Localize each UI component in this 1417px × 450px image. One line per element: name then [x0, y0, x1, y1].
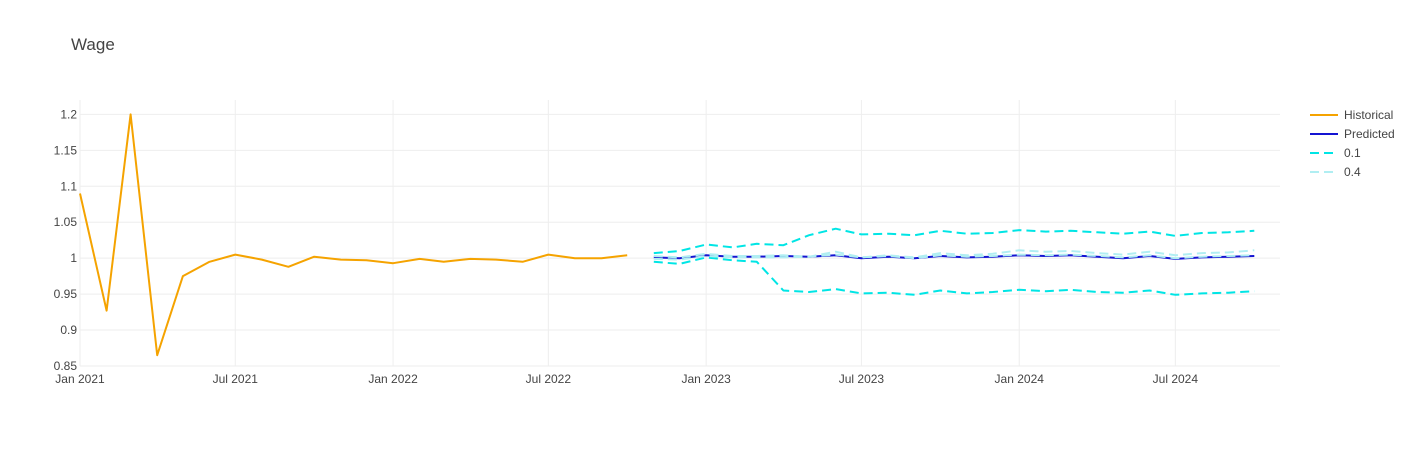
legend-item[interactable]: Historical	[1310, 108, 1393, 122]
series-line-0-1-3	[653, 227, 1255, 255]
y-tick-label: 0.85	[54, 359, 78, 373]
series-line-0-4-4	[653, 249, 1255, 261]
y-tick-label: 1.15	[54, 143, 78, 157]
legend-label: Predicted	[1344, 127, 1395, 141]
legend-item[interactable]: Predicted	[1310, 127, 1395, 141]
y-tick-label: 0.9	[60, 323, 77, 337]
x-tick-label: Jul 2023	[839, 372, 885, 386]
legend-item[interactable]: 0.4	[1310, 165, 1361, 179]
y-tick-label: 1	[70, 251, 77, 265]
legend-label: 0.1	[1344, 146, 1361, 160]
chart-title: Wage	[71, 35, 115, 54]
y-tick-label: 0.95	[54, 287, 78, 301]
y-tick-label: 1.1	[60, 179, 77, 193]
x-tick-label: Jul 2021	[213, 372, 259, 386]
legend[interactable]: Historical Predicted 0.1 0.4	[1310, 108, 1395, 179]
series-line-0-4-5	[653, 252, 1255, 260]
x-tick-label: Jan 2021	[55, 372, 105, 386]
y-tick-label: 1.05	[54, 215, 78, 229]
series-line-0-1-2	[653, 256, 1255, 296]
y-axis: 0.85 0.9 0.95 1 1.05 1.1 1.15 1.2	[54, 107, 78, 373]
legend-item[interactable]: 0.1	[1310, 146, 1361, 160]
series-line-historical-0	[79, 113, 628, 357]
legend-label: Historical	[1344, 108, 1393, 122]
legend-label: 0.4	[1344, 165, 1361, 179]
y-tick-label: 1.2	[60, 107, 77, 121]
x-axis: Jan 2021 Jul 2021 Jan 2022 Jul 2022 Jan 2023…	[55, 372, 1198, 386]
x-tick-label: Jan 2023	[681, 372, 731, 386]
x-tick-label: Jan 2024	[995, 372, 1045, 386]
plot-area	[79, 113, 1255, 357]
x-tick-label: Jan 2022	[368, 372, 418, 386]
grid	[79, 100, 1280, 367]
x-tick-label: Jul 2024	[1153, 372, 1199, 386]
x-tick-label: Jul 2022	[526, 372, 572, 386]
